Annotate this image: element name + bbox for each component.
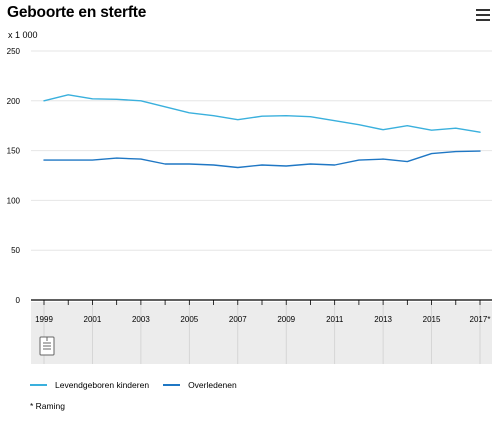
x-tick-label: 2015 [423, 315, 441, 324]
x-tick-label: 2003 [132, 315, 150, 324]
footnote: * Raming [30, 401, 65, 411]
y-tick-label: 100 [7, 196, 21, 205]
navigator-background [31, 302, 492, 364]
x-tick-label: 2001 [84, 315, 102, 324]
y-tick-label: 0 [16, 296, 21, 305]
x-tick-label: 2007 [229, 315, 247, 324]
legend-item-overledenen[interactable]: Overledenen [163, 380, 237, 390]
legend-swatch-overledenen [163, 384, 181, 386]
hamburger-menu-icon [476, 9, 490, 11]
series-line-levendgeboren [43, 94, 481, 133]
x-tick-label: 2005 [180, 315, 198, 324]
line-chart: 0 50 100 150 200 250 1999 2001 2003 2005 2007 2009 2… [7, 47, 492, 364]
chart-title: Geboorte en sterfte [7, 4, 147, 21]
slider-handle-icon[interactable] [39, 336, 55, 356]
y-tick-label: 200 [7, 97, 21, 106]
hamburger-line [476, 19, 490, 21]
x-tick-label: 2009 [277, 315, 295, 324]
legend-label-overledenen: Overledenen [188, 380, 237, 390]
y-axis-unit-label: x 1 000 [8, 30, 38, 40]
menu-button[interactable] [476, 9, 490, 21]
legend-item-levendgeboren[interactable]: Levendgeboren kinderen [30, 380, 149, 390]
y-tick-label: 50 [11, 246, 20, 255]
y-tick-label: 150 [7, 147, 21, 156]
legend-swatch-levendgeboren [30, 384, 47, 386]
hamburger-line [476, 14, 490, 16]
x-tick-label: 2013 [374, 315, 392, 324]
x-tick-label: 1999 [35, 315, 53, 324]
series-line-overledenen [43, 150, 481, 169]
legend-label-levendgeboren: Levendgeboren kinderen [55, 380, 150, 390]
chart-legend: Levendgeboren kinderen Overledenen [30, 380, 251, 390]
x-tick-label: 2011 [326, 315, 344, 324]
x-tick-label: 2017* [470, 315, 491, 324]
y-tick-label: 250 [7, 47, 21, 56]
